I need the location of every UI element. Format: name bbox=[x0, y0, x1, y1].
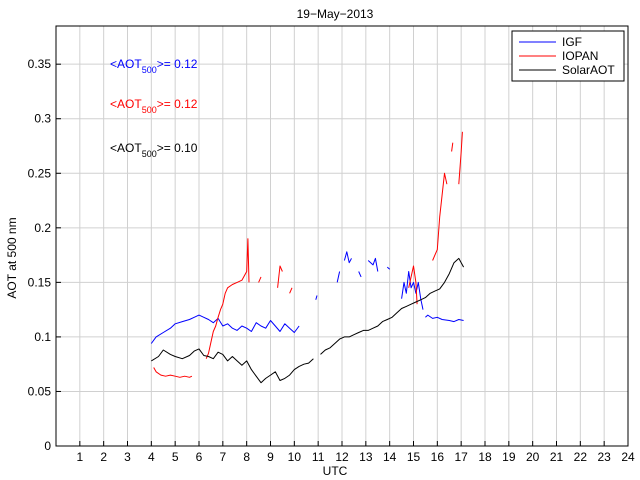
y-tick-label: 0.15 bbox=[28, 275, 52, 289]
series-iopan bbox=[153, 131, 463, 378]
x-tick-label: 20 bbox=[526, 450, 540, 464]
series-line-segment bbox=[153, 367, 193, 378]
mean-annotation: <AOT500>= 0.12 bbox=[110, 97, 198, 115]
x-tick-label: 24 bbox=[621, 450, 635, 464]
series-line-segment bbox=[150, 314, 300, 344]
annotation-subscript: 500 bbox=[142, 105, 157, 115]
x-tick-label: 14 bbox=[383, 450, 397, 464]
series-layer bbox=[150, 131, 465, 384]
x-tick-label: 23 bbox=[597, 450, 611, 464]
series-solaraot bbox=[151, 257, 465, 384]
y-axis-label: AOT at 500 nm bbox=[5, 217, 19, 298]
x-tick-label: 17 bbox=[454, 450, 468, 464]
series-line-segment bbox=[386, 266, 391, 270]
series-line-segment bbox=[336, 271, 341, 283]
x-tick-label: 22 bbox=[574, 450, 588, 464]
x-tick-label: 18 bbox=[478, 450, 492, 464]
series-line-segment bbox=[458, 131, 463, 185]
annotation-prefix: <AOT bbox=[110, 97, 142, 111]
series-line-segment bbox=[277, 265, 283, 288]
x-tick-label: 5 bbox=[172, 450, 179, 464]
legend-label: IOPAN bbox=[562, 49, 598, 63]
series-line-segment bbox=[289, 287, 293, 294]
x-tick-label: 21 bbox=[550, 450, 564, 464]
annotation-suffix: >= 0.10 bbox=[157, 141, 198, 155]
annotation-prefix: <AOT bbox=[110, 141, 142, 155]
legend-label: SolarAOT bbox=[562, 63, 615, 77]
series-line-segment bbox=[205, 238, 250, 359]
y-tick-label: 0.3 bbox=[34, 112, 51, 126]
x-tick-label: 12 bbox=[335, 450, 349, 464]
annotation-suffix: >= 0.12 bbox=[157, 57, 198, 71]
annotation-subscript: 500 bbox=[142, 65, 157, 75]
series-line-segment bbox=[425, 314, 464, 323]
y-tick-label: 0.05 bbox=[28, 384, 52, 398]
series-line-segment bbox=[367, 257, 379, 272]
series-line-segment bbox=[320, 257, 465, 355]
chart-title: 19−May−2013 bbox=[297, 7, 374, 21]
x-tick-label: 2 bbox=[100, 450, 107, 464]
x-tick-label: 13 bbox=[359, 450, 373, 464]
x-tick-label: 16 bbox=[431, 450, 445, 464]
series-line-segment bbox=[343, 251, 352, 264]
x-tick-label: 3 bbox=[124, 450, 131, 464]
series-line-segment bbox=[401, 271, 424, 310]
mean-annotation: <AOT500>= 0.12 bbox=[110, 57, 198, 75]
y-axis-ticks: 0 0.05 0.1 0.15 0.2 0.25 0.3 0.35 bbox=[28, 57, 61, 453]
annotation-subscript: 500 bbox=[142, 149, 157, 159]
series-line-segment bbox=[258, 276, 262, 283]
y-tick-label: 0.1 bbox=[34, 330, 51, 344]
mean-annotations: <AOT500>= 0.12<AOT500>= 0.12<AOT500>= 0.… bbox=[110, 57, 198, 159]
x-tick-label: 8 bbox=[243, 450, 250, 464]
y-tick-label: 0.25 bbox=[28, 166, 52, 180]
x-axis-ticks: 1 2 3 4 5 6 7 8 9 10 11 12 13 14 15 16 17 18 19 20 21 22 23 24 bbox=[76, 441, 635, 464]
x-tick-label: 15 bbox=[407, 450, 421, 464]
series-igf bbox=[150, 251, 464, 344]
annotation-prefix: <AOT bbox=[110, 57, 142, 71]
legend-label: IGF bbox=[562, 35, 582, 49]
series-line-segment bbox=[432, 172, 448, 261]
series-line-segment bbox=[151, 348, 314, 384]
grid-lines bbox=[56, 26, 628, 446]
x-tick-label: 4 bbox=[148, 450, 155, 464]
x-tick-label: 11 bbox=[312, 450, 325, 464]
x-tick-label: 19 bbox=[502, 450, 516, 464]
y-tick-label: 0.35 bbox=[28, 57, 52, 71]
x-tick-label: 10 bbox=[288, 450, 302, 464]
annotation-suffix: >= 0.12 bbox=[157, 97, 198, 111]
x-tick-label: 6 bbox=[196, 450, 203, 464]
mean-annotation: <AOT500>= 0.10 bbox=[110, 141, 198, 159]
series-line-segment bbox=[315, 295, 318, 300]
series-line-segment bbox=[408, 265, 418, 305]
x-tick-label: 9 bbox=[267, 450, 274, 464]
series-line-segment bbox=[451, 142, 454, 152]
series-line-segment bbox=[358, 271, 362, 278]
y-tick-label: 0.2 bbox=[34, 221, 51, 235]
x-axis-label: UTC bbox=[323, 464, 348, 478]
y-tick-label: 0 bbox=[44, 439, 51, 453]
x-tick-label: 1 bbox=[76, 450, 83, 464]
x-tick-label: 7 bbox=[219, 450, 226, 464]
